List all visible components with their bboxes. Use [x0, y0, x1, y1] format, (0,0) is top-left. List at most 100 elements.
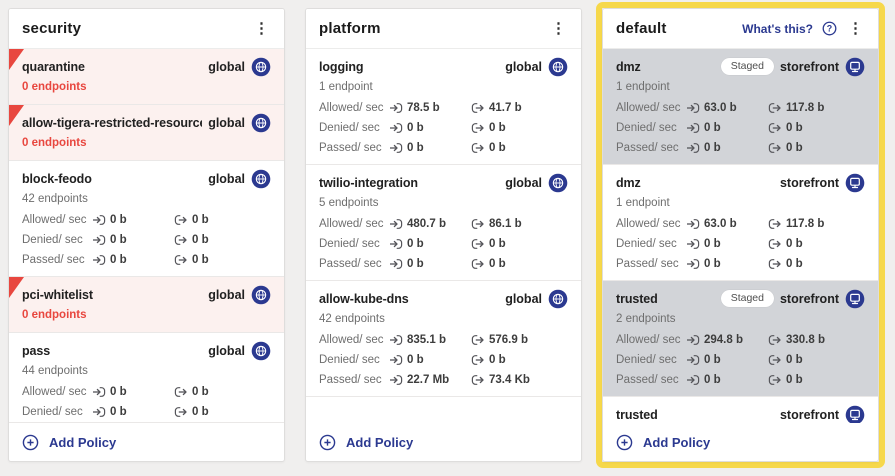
egress-arrow-icon	[471, 142, 485, 154]
stat-row-allowed: Allowed/ sec 294.8 b 330.8 b	[616, 333, 865, 347]
kebab-menu-icon[interactable]: ⋮	[254, 19, 269, 37]
question-circle-icon[interactable]	[822, 21, 837, 36]
egress-arrow-icon	[471, 258, 485, 270]
stat-row-allowed: Allowed/ sec 835.1 b 576.9 b	[319, 333, 568, 347]
tier-column-wrap-default-highlighted: default What's this? ⋮ dmz Staged storef…	[596, 2, 885, 468]
policy-card[interactable]: allow-tigera-restricted-resources global…	[9, 105, 284, 161]
egress-value: 0 b	[489, 354, 506, 366]
egress-value: 117.8 b	[786, 102, 825, 114]
ingress-arrow-icon	[686, 354, 700, 366]
stat-label: Passed/ sec	[616, 374, 679, 386]
egress-value: 576.9 b	[489, 334, 528, 346]
add-policy-button[interactable]: Add Policy	[603, 423, 878, 461]
ingress-arrow-icon	[686, 142, 700, 154]
globe-badge-icon	[251, 285, 271, 305]
endpoints-count: 0 endpoints	[22, 81, 87, 93]
policy-card-staged[interactable]: trusted Staged storefront 2 endpoints Al…	[603, 281, 878, 397]
stat-row-allowed: Allowed/ sec 78.5 b 41.7 b	[319, 101, 568, 115]
egress-arrow-icon	[471, 122, 485, 134]
tier-column-default: default What's this? ⋮ dmz Staged storef…	[602, 8, 879, 462]
add-policy-button[interactable]: Add Policy	[9, 423, 284, 461]
ingress-arrow-icon	[92, 386, 106, 398]
ingress-value: 22.7 Mb	[407, 374, 450, 386]
stat-label: Denied/ sec	[22, 406, 83, 418]
stat-label: Allowed/ sec	[616, 218, 681, 230]
globe-badge-icon	[548, 57, 568, 77]
stat-label: Passed/ sec	[22, 254, 85, 266]
add-policy-label: Add Policy	[643, 434, 711, 450]
ingress-arrow-icon	[389, 238, 403, 250]
endpoints-count: 1 endpoint	[319, 81, 373, 93]
scope-label: global	[505, 175, 542, 190]
egress-arrow-icon	[174, 234, 188, 246]
endpoints-count: 2 endpoints	[616, 313, 676, 325]
policy-card[interactable]: dmz storefront 1 endpoint Allowed/ sec 6…	[603, 165, 878, 281]
stat-label: Allowed/ sec	[616, 334, 681, 346]
ingress-arrow-icon	[389, 142, 403, 154]
globe-badge-icon	[251, 57, 271, 77]
ingress-value: 0 b	[704, 258, 721, 270]
stat-row-passed: Passed/ sec 22.7 Mb 73.4 Kb	[319, 373, 568, 387]
egress-value: 73.4 Kb	[489, 374, 530, 386]
egress-arrow-icon	[174, 214, 188, 226]
stat-row-passed: Passed/ sec 0 b 0 b	[319, 141, 568, 155]
egress-arrow-icon	[768, 354, 782, 366]
ingress-value: 294.8 b	[704, 334, 743, 346]
ingress-value: 63.0 b	[704, 102, 737, 114]
whats-this-link[interactable]: What's this?	[742, 21, 813, 36]
tier-header-platform: platform ⋮	[306, 9, 581, 49]
policy-card[interactable]: block-feodo global 42 endpoints Allowed/…	[9, 161, 284, 277]
stat-label: Denied/ sec	[616, 122, 677, 134]
policy-card[interactable]: quarantine global 0 endpoints	[9, 49, 284, 105]
endpoints-count: 0 endpoints	[22, 137, 87, 149]
stat-row-denied: Denied/ sec 0 b 0 b	[319, 121, 568, 135]
stat-row-denied: Denied/ sec 0 b 0 b	[22, 233, 271, 247]
egress-arrow-icon	[471, 374, 485, 386]
egress-arrow-icon	[768, 122, 782, 134]
staged-badge: Staged	[720, 58, 774, 75]
ingress-arrow-icon	[92, 406, 106, 418]
stat-label: Denied/ sec	[319, 122, 380, 134]
egress-value: 0 b	[786, 122, 803, 134]
policy-name: pass	[22, 343, 51, 358]
policy-card[interactable]: logging global 1 endpoint Allowed/ sec 7…	[306, 49, 581, 165]
scope-label: global	[208, 115, 245, 130]
ingress-value: 0 b	[704, 122, 721, 134]
policy-name: trusted	[616, 291, 658, 306]
kebab-menu-icon[interactable]: ⋮	[848, 19, 863, 37]
namespace-badge-icon	[845, 289, 865, 309]
egress-value: 117.8 b	[786, 218, 825, 230]
plus-circle-icon	[22, 434, 39, 451]
ingress-arrow-icon	[92, 214, 106, 226]
tier-column-security: security ⋮ quarantine global 0 endpoints…	[8, 8, 285, 462]
add-policy-label: Add Policy	[49, 434, 117, 450]
policy-card[interactable]: pci-whitelist global 0 endpoints	[9, 277, 284, 333]
policy-card[interactable]: pass global 44 endpoints Allowed/ sec 0 …	[9, 333, 284, 423]
policy-card[interactable]: twilio-integration global 5 endpoints Al…	[306, 165, 581, 281]
ingress-arrow-icon	[389, 218, 403, 230]
add-policy-button[interactable]: Add Policy	[306, 423, 581, 461]
egress-arrow-icon	[174, 386, 188, 398]
ingress-arrow-icon	[686, 102, 700, 114]
stat-row-denied: Denied/ sec 0 b 0 b	[616, 353, 865, 367]
stat-row-denied: Denied/ sec 0 b 0 b	[319, 353, 568, 367]
namespace-badge-icon	[845, 405, 865, 424]
stat-label: Allowed/ sec	[22, 386, 87, 398]
globe-badge-icon	[251, 341, 271, 361]
stat-label: Allowed/ sec	[319, 334, 384, 346]
ingress-arrow-icon	[389, 102, 403, 114]
egress-arrow-icon	[768, 102, 782, 114]
stat-row-passed: Passed/ sec 0 b 0 b	[22, 253, 271, 267]
endpoints-count: 42 endpoints	[319, 313, 385, 325]
ingress-value: 78.5 b	[407, 102, 440, 114]
tier-header-default: default What's this? ⋮	[603, 9, 878, 49]
kebab-menu-icon[interactable]: ⋮	[551, 19, 566, 37]
policy-card[interactable]: trusted storefront	[603, 397, 878, 423]
stat-label: Passed/ sec	[319, 258, 382, 270]
endpoints-count: 1 endpoint	[616, 197, 670, 209]
policy-card-staged[interactable]: dmz Staged storefront 1 endpoint Allowed…	[603, 49, 878, 165]
ingress-value: 835.1 b	[407, 334, 446, 346]
globe-badge-icon	[548, 289, 568, 309]
policy-card[interactable]: allow-kube-dns global 42 endpoints Allow…	[306, 281, 581, 397]
